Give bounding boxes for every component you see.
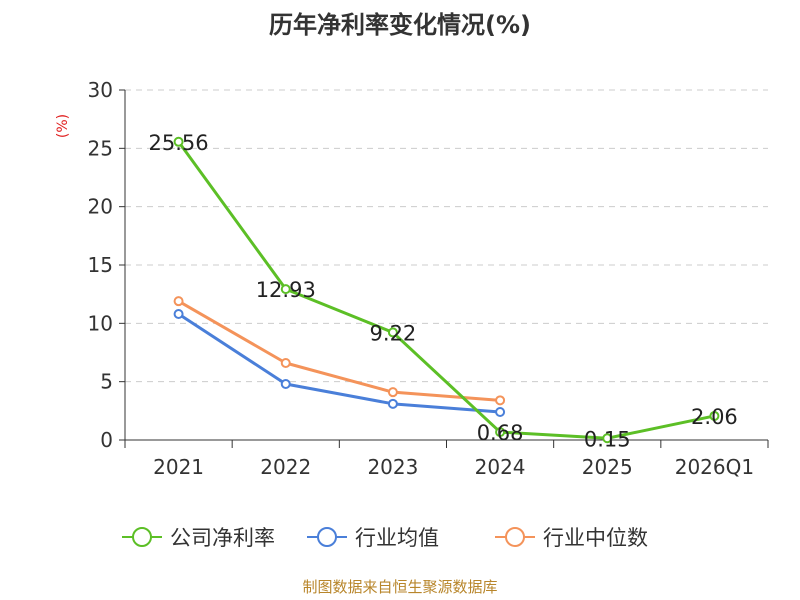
data-point-s2-3 [495,395,506,406]
data-point-s0-4 [602,433,613,444]
data-point-s1-2 [387,398,398,409]
x-tick-label-2026Q1: 2026Q1 [675,455,754,479]
y-tick-label-15: 15 [88,253,113,277]
legend-label-0: 公司净利率 [170,526,275,550]
data-point-s0-1 [280,284,291,295]
series-line-1 [177,312,501,414]
legend: 公司净利率 行业均值 行业中位数 [122,526,648,550]
data-point-s0-0 [173,136,184,147]
data-point-s2-0 [173,296,184,307]
x-tick-label-2021: 2021 [153,455,204,479]
legend-marker-1 [317,527,337,547]
x-tick-label-2023: 2023 [367,455,418,479]
legend-marker-2 [505,527,525,547]
data-point-s2-2 [387,387,398,398]
source-note: 制图数据来自恒生聚源数据库 [302,578,497,596]
data-label-2025: 0.15 [584,427,631,451]
y-tick-label-0: 0 [100,428,113,452]
data-point-s0-2 [387,327,398,338]
chart-title: 历年净利率变化情况(%) [269,11,531,39]
y-tick-label-30: 30 [88,78,113,102]
y-tick-label-5: 5 [100,370,113,394]
x-tick-label-2022: 2022 [260,455,311,479]
legend-label-2: 行业中位数 [543,526,648,550]
data-point-s0-5 [709,410,720,421]
x-tick-label-2025: 2025 [582,455,633,479]
x-tick-label-2024: 2024 [475,455,526,479]
legend-label-1: 行业均值 [355,526,439,550]
series-lines [173,136,720,444]
data-point-s1-0 [173,309,184,319]
data-label-2023: 9.22 [370,321,417,345]
series-line-2 [177,299,501,402]
data-point-s1-1 [280,379,291,389]
data-point-s0-3 [495,427,506,438]
y-axis-unit-label: (%) [55,114,71,138]
series-line-0 [177,140,715,440]
data-label-2021: 25.56 [149,131,209,155]
data-label-2022: 12.93 [256,278,316,302]
data-label-2024: 0.68 [477,421,524,445]
y-tick-label-20: 20 [88,195,113,219]
data-point-s2-1 [280,358,291,368]
legend-marker-0 [132,527,152,547]
y-tick-label-10: 10 [88,311,113,335]
data-point-s1-3 [495,407,506,417]
data-labels: 25.56 12.93 9.22 0.68 0.15 2.06 [149,131,738,451]
data-label-2026Q1: 2.06 [691,405,738,429]
y-tick-label-25: 25 [88,136,113,160]
grid-lines [125,89,768,383]
